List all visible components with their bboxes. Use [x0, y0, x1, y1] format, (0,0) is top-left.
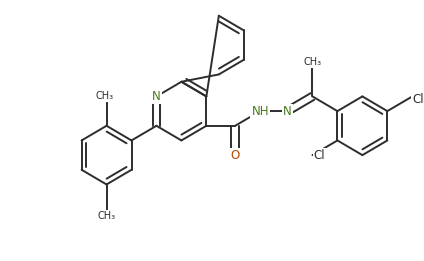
Text: CH₃: CH₃: [98, 211, 116, 221]
Text: CH₃: CH₃: [95, 91, 114, 102]
Text: CH₃: CH₃: [304, 57, 321, 67]
Text: O: O: [231, 149, 240, 162]
Text: NH: NH: [251, 105, 269, 118]
Text: Cl: Cl: [413, 93, 424, 106]
Text: N: N: [152, 90, 161, 103]
Text: N: N: [283, 105, 292, 118]
Text: Cl: Cl: [313, 149, 325, 162]
